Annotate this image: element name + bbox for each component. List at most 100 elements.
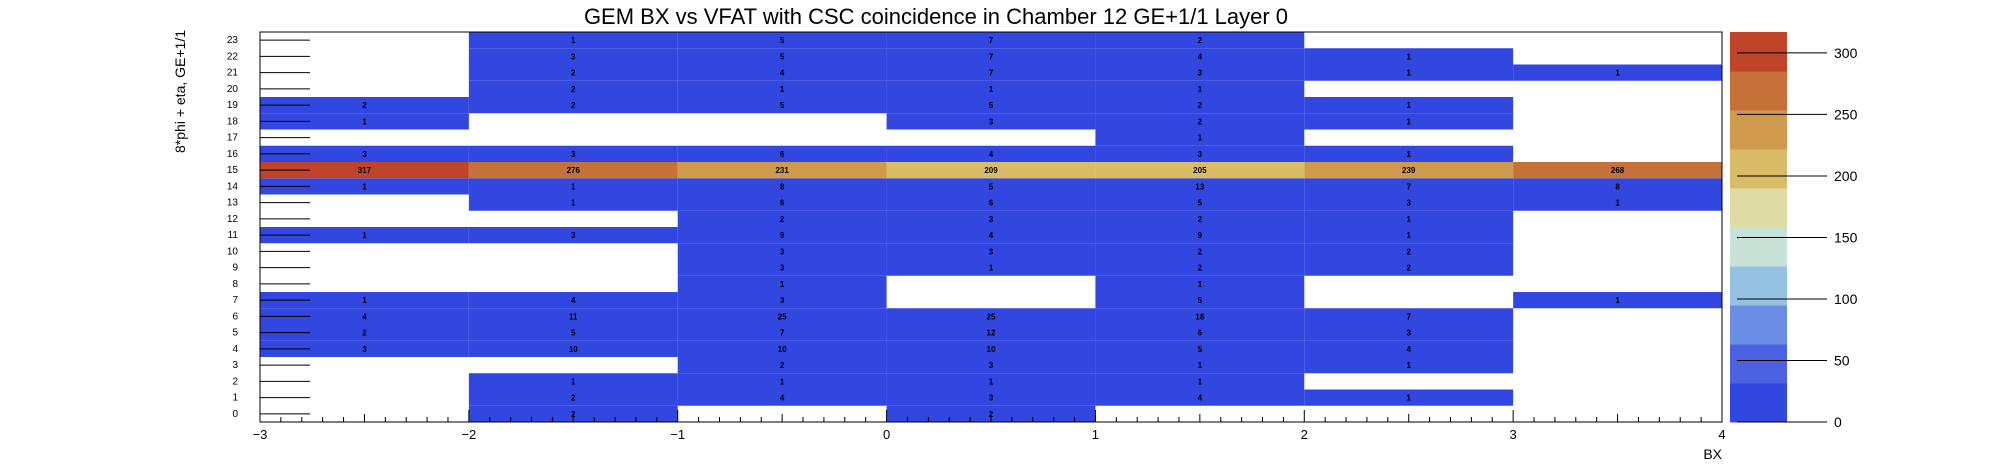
heatmap-cell <box>1304 324 1514 341</box>
heatmap-cell <box>1304 357 1514 374</box>
heatmap-cell <box>886 324 1096 341</box>
cell-value-label: 5 <box>989 182 994 191</box>
cell-value-label: 268 <box>1611 166 1625 175</box>
heatmap-cell <box>1304 178 1514 195</box>
axes: −3 −2 −1 0 1 2 3 401234567891011121314151617181… <box>227 31 1726 442</box>
heatmap-cell <box>677 308 887 325</box>
cell-value-label: 5 <box>780 101 785 110</box>
cell-value-label: 2 <box>571 69 576 78</box>
cell-value-label: 1 <box>1198 85 1203 94</box>
cell-value-label: 1 <box>1615 69 1620 78</box>
heatmap-cell <box>677 275 887 292</box>
y-tick-label: 13 <box>227 198 239 209</box>
cell-value-label: 5 <box>1198 296 1203 305</box>
cell-value-label: 10 <box>987 345 996 354</box>
heatmap-cell <box>468 405 678 422</box>
y-tick-label: 22 <box>227 51 239 62</box>
heatmap-cell <box>886 340 1096 357</box>
heatmap-cell <box>1304 389 1514 406</box>
y-tick-label: 4 <box>232 344 238 355</box>
heatmap-cell <box>677 178 887 195</box>
heatmap-cell <box>1304 340 1514 357</box>
cell-value-label: 2 <box>1198 117 1203 126</box>
heatmap-cell <box>886 308 1096 325</box>
heatmap-cell <box>260 227 469 244</box>
cell-value-label: 6 <box>1198 329 1203 338</box>
palette-tick-label: 100 <box>1834 291 1858 307</box>
heatmap-cell <box>1095 48 1305 65</box>
heatmap-cell <box>1095 243 1305 260</box>
palette-swatch <box>1730 331 1787 345</box>
cell-value-label: 1 <box>362 182 367 191</box>
palette-tick-label: 0 <box>1834 414 1842 430</box>
cell-value-labels: 2224341111123113101010542571263411252518… <box>358 36 1625 419</box>
y-tick-label: 15 <box>227 165 239 176</box>
heatmap-cell <box>1513 292 1722 309</box>
heatmap-cell <box>260 324 469 341</box>
y-tick-label: 7 <box>232 295 238 306</box>
cell-value-label: 9 <box>780 231 785 240</box>
cell-value-label: 2 <box>1198 247 1203 256</box>
heatmap-cell <box>260 97 469 114</box>
cell-value-label: 1 <box>571 36 576 45</box>
cell-value-label: 3 <box>571 231 576 240</box>
heatmap-cell <box>1304 145 1514 162</box>
cell-value-label: 2 <box>362 329 367 338</box>
cell-value-label: 2 <box>780 215 785 224</box>
palette-tick-label: 250 <box>1834 106 1858 122</box>
cell-value-label: 2 <box>1198 101 1203 110</box>
palette-tick-label: 50 <box>1834 352 1850 368</box>
cell-value-label: 209 <box>984 166 998 175</box>
palette-swatch <box>1730 149 1787 163</box>
heatmap-cell <box>886 389 1096 406</box>
cell-value-label: 4 <box>780 69 785 78</box>
cell-value-label: 1 <box>1615 296 1620 305</box>
heatmap-cell <box>677 389 887 406</box>
heatmap-cell <box>468 178 678 195</box>
cell-value-label: 2 <box>1198 215 1203 224</box>
heatmap-cells <box>260 32 1722 422</box>
heatmap-cell <box>468 227 678 244</box>
palette-tick-label: 200 <box>1834 168 1858 184</box>
palette-swatch <box>1730 214 1787 228</box>
heatmap-cell <box>1095 178 1305 195</box>
cell-value-label: 3 <box>780 247 785 256</box>
heatmap-cell <box>886 194 1096 211</box>
heatmap-cell <box>468 308 678 325</box>
cell-value-label: 3 <box>989 215 994 224</box>
cell-value-label: 25 <box>987 312 996 321</box>
heatmap-cell <box>1095 64 1305 81</box>
heatmap-cell <box>1095 113 1305 130</box>
heatmap-cell <box>886 373 1096 390</box>
heatmap-cell <box>677 357 887 374</box>
heatmap-cell <box>1095 389 1305 406</box>
cell-value-label: 2 <box>1198 36 1203 45</box>
palette-swatch <box>1730 45 1787 59</box>
x-tick-label: 4 <box>1718 427 1725 442</box>
cell-value-label: 1 <box>1406 231 1411 240</box>
cell-value-label: 205 <box>1193 166 1207 175</box>
cell-value-label: 317 <box>358 166 372 175</box>
cell-value-label: 1 <box>989 264 994 273</box>
heatmap-cell <box>1095 145 1305 162</box>
heatmap-cell <box>677 373 887 390</box>
cell-value-label: 5 <box>1198 199 1203 208</box>
palette-swatch <box>1730 370 1787 384</box>
heatmap-cell <box>677 227 887 244</box>
heatmap-cell <box>886 48 1096 65</box>
palette-swatch <box>1730 240 1787 254</box>
cell-value-label: 13 <box>1195 182 1204 191</box>
heatmap-cell <box>468 324 678 341</box>
palette-swatch <box>1730 409 1787 423</box>
heatmap-cell <box>1095 194 1305 211</box>
palette-swatch <box>1730 279 1787 293</box>
cell-value-label: 239 <box>1402 166 1416 175</box>
cell-value-label: 1 <box>1198 134 1203 143</box>
cell-value-label: 11 <box>569 312 578 321</box>
y-tick-label: 9 <box>232 263 238 274</box>
y-tick-label: 23 <box>227 35 239 46</box>
cell-value-label: 4 <box>571 296 576 305</box>
heatmap-cell <box>1304 64 1514 81</box>
chart-title: GEM BX vs VFAT with CSC coincidence in C… <box>584 4 1288 29</box>
